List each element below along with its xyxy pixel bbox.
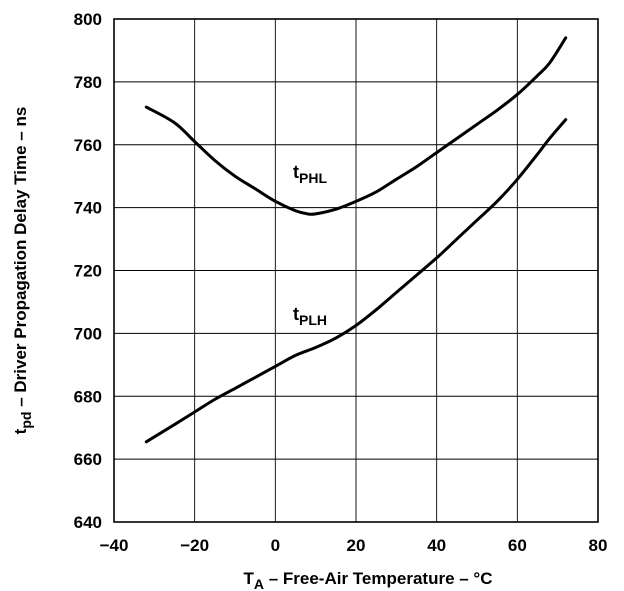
y-tick-label: 700 <box>74 324 102 343</box>
grid-lines <box>113 18 599 523</box>
series-group <box>144 36 568 444</box>
x-tick-label: 0 <box>271 536 280 555</box>
y-tick-label: 640 <box>74 513 102 532</box>
y-axis-label-rest: – Driver Propagation Delay Time – ns <box>11 107 30 412</box>
x-tick-label: 20 <box>347 536 366 555</box>
x-axis-label-rest: – Free-Air Temperature – °C <box>264 569 493 588</box>
y-axis-label-sub: pd <box>18 412 34 429</box>
x-tick-label: −40 <box>100 536 129 555</box>
y-axis-label-main: t <box>11 428 30 434</box>
series-label-tplh-sub: PLH <box>299 312 327 328</box>
y-tick-label: 680 <box>74 387 102 406</box>
x-axis-label: TA – Free-Air Temperature – °C <box>243 569 492 591</box>
x-tick-label: 40 <box>427 536 446 555</box>
x-axis-label-main: T <box>243 569 254 588</box>
x-tick-labels: −40 −20 0 20 40 60 80 <box>100 536 608 555</box>
y-axis-label: tpd – Driver Propagation Delay Time – ns <box>11 107 34 435</box>
y-tick-labels: 640 660 680 700 720 740 760 780 800 <box>74 10 102 532</box>
y-tick-label: 760 <box>74 136 102 155</box>
plot-frame <box>113 18 599 523</box>
y-tick-label: 660 <box>74 450 102 469</box>
series-line-tphl <box>144 36 568 216</box>
y-tick-label: 720 <box>74 262 102 281</box>
series-label-tplh-main: t <box>293 304 299 324</box>
y-tick-label: 800 <box>74 10 102 29</box>
series-line-tplh <box>144 118 568 444</box>
y-tick-label: 780 <box>74 73 102 92</box>
y-tick-label: 740 <box>74 199 102 218</box>
series-label-tphl: tPHL <box>293 162 327 186</box>
x-tick-label: 80 <box>589 536 608 555</box>
series-label-tphl-main: t <box>293 162 299 182</box>
x-axis-label-sub: A <box>254 576 264 591</box>
x-tick-label: 60 <box>508 536 527 555</box>
series-label-tplh: tPLH <box>293 304 327 328</box>
series-label-tphl-sub: PHL <box>299 170 327 186</box>
x-tick-label: −20 <box>180 536 209 555</box>
